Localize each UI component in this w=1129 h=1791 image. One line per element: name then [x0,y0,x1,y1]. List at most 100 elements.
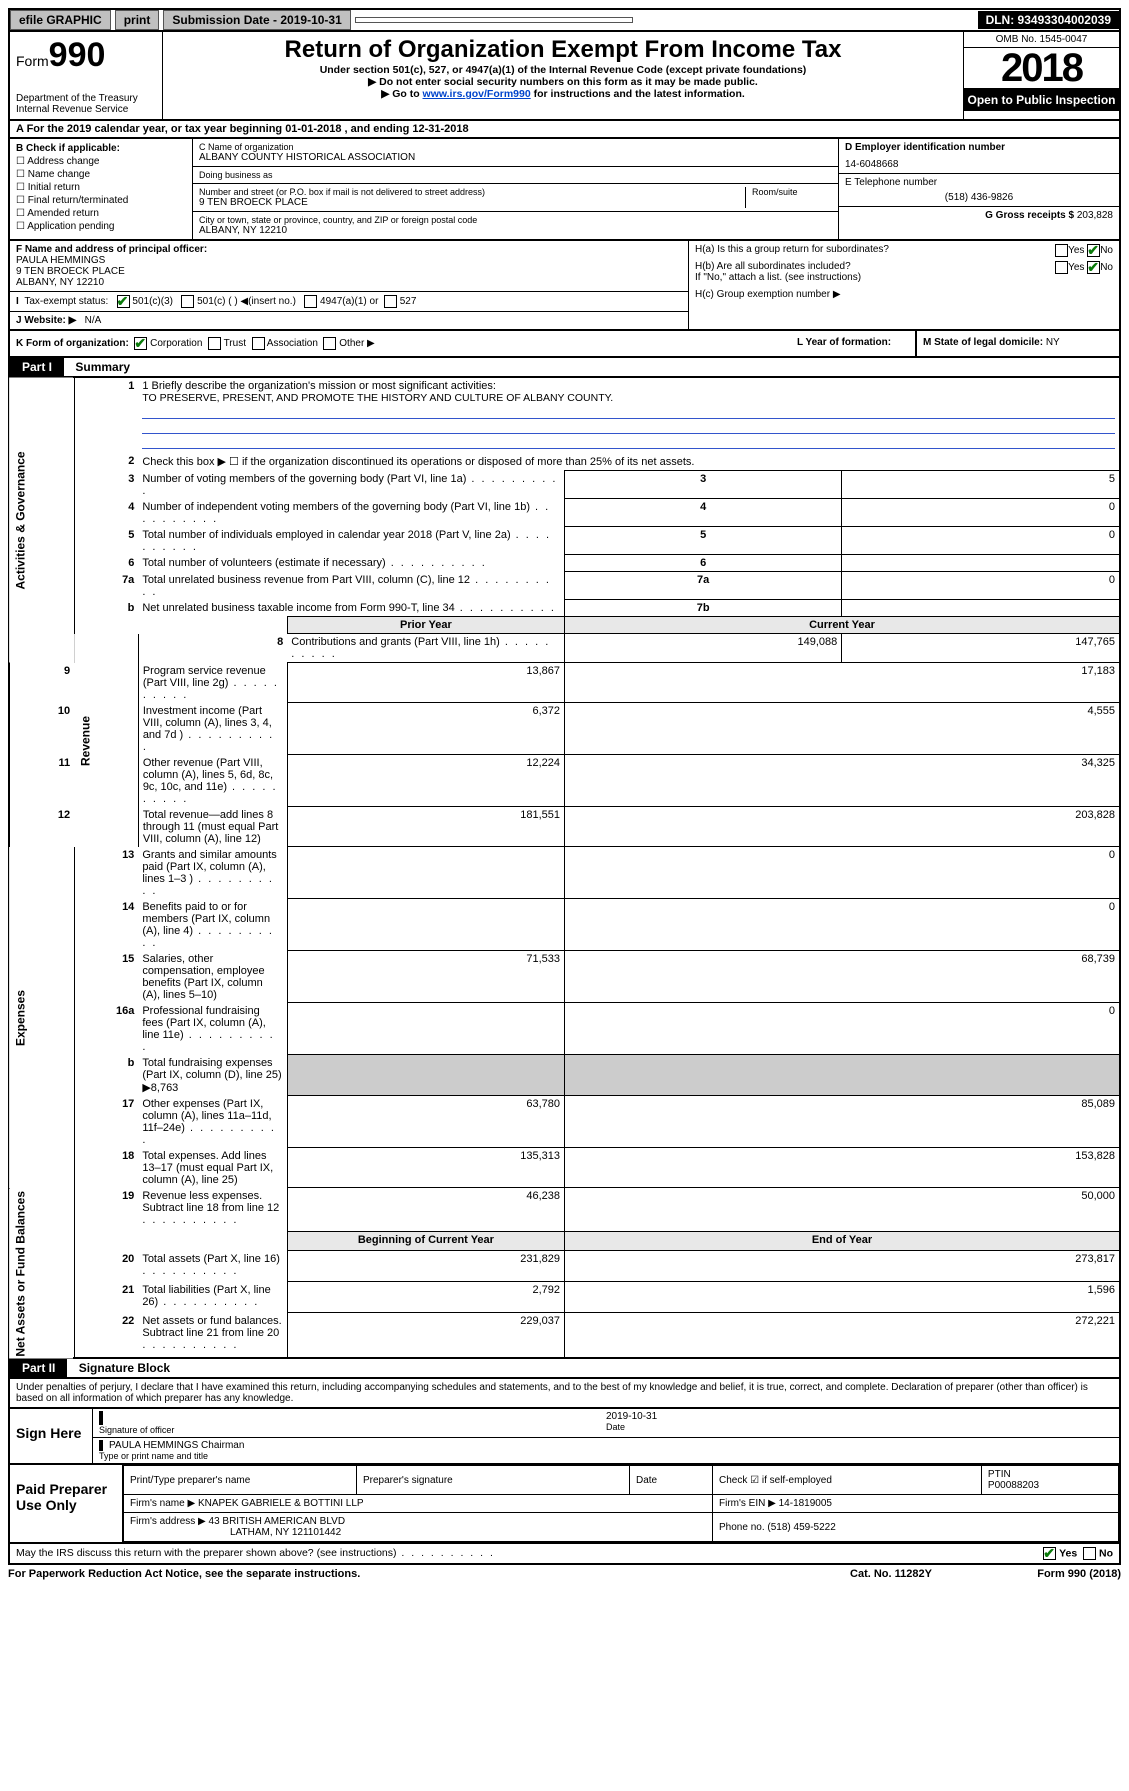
hb-yes[interactable] [1055,261,1068,274]
discuss-no[interactable] [1083,1547,1096,1560]
chk-address-change[interactable]: ☐ Address change [16,155,186,168]
phone-label: Phone no. [719,1522,765,1533]
efile-button[interactable]: efile GRAPHIC [10,10,111,30]
org-name: ALBANY COUNTY HISTORICAL ASSOCIATION [199,152,832,163]
np21: 2,792 [287,1282,564,1313]
underline-3 [142,436,1115,449]
l-label: L Year of formation: [797,337,891,348]
chk-501c[interactable] [181,295,194,308]
ec13: 0 [565,847,1120,899]
chk-assoc[interactable] [252,337,265,350]
discuss-text: May the IRS discuss this return with the… [16,1547,1043,1560]
hb-yes-lbl: Yes [1068,262,1084,273]
hb-note: If "No," attach a list. (see instruction… [695,272,1113,283]
sign-date: 2019-10-31 [606,1411,1113,1422]
print-button[interactable]: print [115,10,160,30]
et17: Other expenses (Part IX, column (A), lin… [138,1096,287,1148]
np20: 231,829 [287,1251,564,1282]
firm-addr1: 43 BRITISH AMERICAN BLVD [209,1516,346,1527]
pp-self-employed: Check ☑ if self-employed [713,1466,982,1495]
ptin-label: PTIN [988,1469,1011,1480]
rc12: 203,828 [565,807,1120,847]
officer-addr1: 9 TEN BROECK PLACE [16,266,682,277]
underline-1 [142,406,1115,419]
hb-no[interactable] [1087,261,1100,274]
rp10: 6,372 [287,703,564,755]
firm-phone-cell: Phone no. (518) 459-5222 [713,1513,1119,1542]
en14: 14 [74,899,138,951]
tel-label: E Telephone number [845,177,1113,188]
submission-date-button[interactable]: Submission Date - 2019-10-31 [163,10,350,30]
ha-yes[interactable] [1055,244,1068,257]
box-b-title: B Check if applicable: [16,142,186,155]
pp-check-label: Check ☑ if self-employed [719,1475,832,1486]
line-7a-row: 7aTotal unrelated business revenue from … [9,572,1120,600]
ha-label: H(a) Is this a group return for subordin… [695,244,889,255]
discuss-yes[interactable] [1043,1547,1056,1560]
chk-4947[interactable] [304,295,317,308]
discuss-no-lbl: No [1099,1547,1113,1559]
chk-application-pending[interactable]: ☐ Application pending [16,220,186,233]
chk-final-return[interactable]: ☐ Final return/terminated [16,194,186,207]
tel-value: (518) 436-9826 [845,188,1113,203]
gross-label: G Gross receipts $ [985,210,1077,221]
chk-initial-return[interactable]: ☐ Initial return [16,181,186,194]
vlabel-expenses: Expenses [9,847,74,1188]
lbl-amended-return: Amended return [27,208,99,219]
rn11: 11 [9,755,74,807]
t5: Total number of individuals employed in … [138,527,564,555]
chk-corp[interactable] [134,337,147,350]
chk-501c3[interactable] [117,295,130,308]
rc11: 34,325 [565,755,1120,807]
chk-name-change[interactable]: ☐ Name change [16,168,186,181]
firm-name-label: Firm's name ▶ [130,1498,195,1509]
ha-no[interactable] [1087,244,1100,257]
ec17: 85,089 [565,1096,1120,1148]
rc8: 147,765 [842,634,1120,663]
n5: 5 [74,527,138,555]
ec14: 0 [565,899,1120,951]
irs-link[interactable]: www.irs.gov/Form990 [423,88,531,100]
box-f-label: F Name and address of principal officer: [16,244,682,255]
chk-other[interactable] [323,337,336,350]
printed-name-label: Type or print name and title [99,1451,1113,1461]
col-prior: Prior Year [287,617,564,634]
chk-527[interactable] [384,295,397,308]
chk-amended-return[interactable]: ☐ Amended return [16,207,186,220]
blank-field [355,17,633,23]
city-label: City or town, state or province, country… [199,215,832,225]
nc21: 1,596 [565,1282,1120,1313]
firm-addr-label: Firm's address ▶ [130,1516,206,1527]
lbl-initial-return: Initial return [28,182,80,193]
form-prefix: Form [16,53,49,69]
firm-ein: 14-1819005 [779,1498,832,1509]
chk-trust[interactable] [208,337,221,350]
opt-501c: 501(c) ( ) ◀(insert no.) [197,296,296,307]
ec16a: 0 [565,1003,1120,1055]
nc22: 272,221 [565,1313,1120,1358]
v5: 0 [842,527,1120,555]
n6: 6 [74,555,138,572]
t7b: Net unrelated business taxable income fr… [138,600,564,617]
line-6-row: 6Total number of volunteers (estimate if… [9,555,1120,572]
b6: 6 [565,555,842,572]
n7b: b [74,600,138,617]
form-header: Form990 Department of the Treasury Inter… [8,32,1121,121]
officer-name: PAULA HEMMINGS [16,255,682,266]
line-1: 1 Briefly describe the organization's mi… [138,378,1120,453]
form-990-number: 990 [49,36,106,74]
opt-4947: 4947(a)(1) or [320,296,378,307]
sig-field[interactable] [99,1411,606,1425]
sign-here-block: Sign Here Signature of officer 2019-10-3… [8,1409,1121,1465]
top-toolbar: efile GRAPHIC print Submission Date - 20… [8,8,1121,32]
ptin-value: P00088203 [988,1480,1039,1491]
blank-num-1 [74,617,138,634]
dba-label: Doing business as [199,170,832,180]
h-b: H(b) Are all subordinates included? Yes … [689,258,1119,286]
n7a: 7a [74,572,138,600]
t3: Number of voting members of the governin… [138,471,564,499]
en16a: 16a [74,1003,138,1055]
ep15: 71,533 [287,951,564,1003]
m-domicile: M State of legal domicile: NY [916,331,1119,356]
dept-treasury: Department of the Treasury [16,93,156,104]
